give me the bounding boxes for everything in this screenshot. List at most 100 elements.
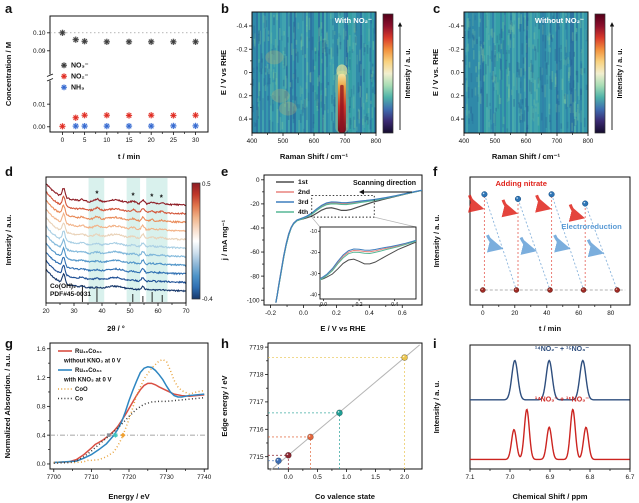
svg-text:0.4: 0.4 — [451, 116, 460, 123]
svg-text:6.9: 6.9 — [546, 474, 555, 481]
svg-text:7700: 7700 — [47, 474, 62, 481]
svg-text:-0.4: -0.4 — [236, 23, 247, 30]
svg-text:0: 0 — [256, 177, 260, 184]
svg-text:0.0: 0.0 — [299, 310, 308, 317]
svg-text:With NO₂⁻: With NO₂⁻ — [335, 16, 372, 25]
svg-text:0.2: 0.2 — [356, 302, 363, 308]
svg-text:0.4: 0.4 — [239, 116, 248, 123]
svg-text:1.0: 1.0 — [342, 474, 351, 481]
svg-text:7720: 7720 — [122, 474, 137, 481]
svg-text:*: * — [132, 191, 136, 200]
svg-text:1.6: 1.6 — [37, 346, 46, 353]
panel-g-plot: 7700 7710 7720 7730 7740 0.0 0.4 0.8 1.2 1.6 Ru₁₆C… — [3, 342, 212, 501]
svg-text:2θ / °: 2θ / ° — [107, 324, 125, 333]
svg-text:-100: -100 — [247, 297, 260, 304]
svg-text:80: 80 — [607, 310, 615, 317]
panel-letter-g: g — [5, 336, 13, 351]
panel-i: i 7.1 7.0 6.9 6.8 6.7 ¹⁴NO₂⁻ + ¹⁵NO₃⁻ ¹⁴NO₃⁻ +… — [428, 335, 639, 503]
svg-text:0.00: 0.00 — [33, 124, 46, 131]
svg-text:500: 500 — [490, 138, 501, 145]
svg-text:50: 50 — [126, 308, 134, 315]
svg-text:600: 600 — [521, 138, 532, 145]
svg-text:500: 500 — [278, 138, 289, 145]
svg-text:PDF#45-0031: PDF#45-0031 — [50, 291, 91, 298]
svg-text:CoO: CoO — [75, 387, 88, 393]
svg-text:0.4: 0.4 — [365, 310, 374, 317]
svg-text:Intensity / a. u.: Intensity / a. u. — [432, 215, 441, 268]
svg-text:-60: -60 — [250, 249, 260, 256]
svg-text:20: 20 — [42, 308, 50, 315]
svg-text:-0.2: -0.2 — [448, 46, 459, 53]
svg-text:15: 15 — [125, 137, 133, 144]
svg-text:-0.2: -0.2 — [265, 310, 276, 317]
panel-letter-e: e — [221, 164, 229, 179]
panel-e-plot: -0.2 0.0 0.2 0.4 0.60-20-40-60-80-1001st2nd3… — [220, 174, 423, 333]
svg-text:0.2: 0.2 — [332, 310, 341, 317]
svg-text:-0.2: -0.2 — [236, 46, 247, 53]
svg-text:0.4: 0.4 — [37, 432, 46, 439]
panel-h-plot: 0.0 0.5 1.0 1.5 2.0 7715 7716 7717 7718 7719 Co va… — [220, 342, 423, 501]
svg-text:25: 25 — [170, 137, 178, 144]
svg-text:1.2: 1.2 — [37, 375, 46, 382]
svg-text:Raman Shift / cm⁻¹: Raman Shift / cm⁻¹ — [280, 152, 349, 161]
svg-text:t / min: t / min — [539, 324, 562, 333]
panel-a: a 0 5 10 15 20 25 30 0.00 0.01 0.09 0.10 NO₃⁻ NO₂⁻ NH… — [0, 0, 216, 163]
svg-text:-40: -40 — [250, 225, 260, 232]
svg-text:2.0: 2.0 — [400, 474, 409, 481]
svg-text:7716: 7716 — [249, 426, 264, 433]
panel-h: h 0.0 0.5 1.0 1.5 2.0 7715 7716 7717 7718 7719 Co … — [216, 335, 428, 503]
svg-text:-0.4: -0.4 — [202, 296, 213, 303]
svg-text:-80: -80 — [250, 273, 260, 280]
panel-c-plot: 400 500 600 700 800 -0.4 -0.2 0.0 0.2 0.4 Without … — [431, 11, 624, 161]
svg-text:60: 60 — [575, 310, 583, 317]
svg-text:without KNO₃ at 0 V: without KNO₃ at 0 V — [63, 359, 121, 365]
svg-text:700: 700 — [340, 138, 351, 145]
svg-text:6.7: 6.7 — [626, 474, 635, 481]
svg-text:0.0: 0.0 — [451, 70, 460, 77]
panel-f-plot: 0 20 40 60 80 Adding nitrate Electroreduction t… — [432, 176, 631, 333]
svg-text:60: 60 — [154, 308, 162, 315]
svg-text:0.2: 0.2 — [451, 93, 460, 100]
svg-text:Scanning direction: Scanning direction — [353, 180, 416, 187]
svg-text:Co: Co — [75, 397, 83, 403]
svg-text:30: 30 — [70, 308, 78, 315]
svg-text:0.09: 0.09 — [33, 48, 46, 55]
svg-text:600: 600 — [309, 138, 320, 145]
svg-text:¹⁴NO₂⁻ + ¹⁵NO₃⁻: ¹⁴NO₂⁻ + ¹⁵NO₃⁻ — [535, 346, 589, 353]
svg-text:Electroreduction: Electroreduction — [561, 222, 622, 231]
svg-text:10: 10 — [103, 137, 111, 144]
panel-a-plot: 0 5 10 15 20 25 30 0.00 0.01 0.09 0.10 NO₃⁻ NO₂⁻ NH₃ t… — [4, 15, 209, 161]
svg-text:4th: 4th — [298, 209, 308, 216]
svg-text:-10: -10 — [310, 229, 317, 235]
svg-text:0.0: 0.0 — [37, 461, 46, 468]
svg-text:0.8: 0.8 — [37, 404, 46, 411]
svg-text:Intensity / a. u.: Intensity / a. u. — [403, 49, 412, 99]
svg-text:30: 30 — [192, 137, 200, 144]
svg-text:7.1: 7.1 — [466, 474, 475, 481]
svg-text:0: 0 — [244, 70, 248, 77]
panel-g: g 7700 7710 7720 7730 7740 0.0 0.4 0.8 1.2 1.6 Ru₁… — [0, 335, 216, 503]
svg-text:Adding nitrate: Adding nitrate — [495, 179, 546, 188]
svg-text:Intensity / a. u.: Intensity / a. u. — [432, 381, 441, 434]
svg-text:E / V vs RHE: E / V vs RHE — [219, 50, 228, 95]
svg-text:Without NO₂⁻: Without NO₂⁻ — [535, 16, 584, 25]
svg-text:2nd: 2nd — [298, 189, 310, 196]
panel-e: e -0.2 0.0 0.2 0.4 0.6 0 -20 -40 -60 -80 -100 1st 2n… — [216, 163, 428, 335]
svg-text:7740: 7740 — [197, 474, 212, 481]
svg-text:t / min: t / min — [118, 152, 141, 161]
panel-letter-f: f — [433, 164, 438, 179]
svg-text:Intensity / a.u.: Intensity / a.u. — [4, 215, 13, 266]
svg-text:Co(OH)₂: Co(OH)₂ — [50, 283, 76, 290]
svg-text:*: * — [150, 193, 154, 202]
panel-b: b 400 500 600 700 800 -0.4 -0.2 0 0.2 0.4 With NO₂… — [216, 0, 428, 163]
svg-text:7.0: 7.0 — [506, 474, 515, 481]
svg-text:Ru₁₆Co₈₄: Ru₁₆Co₈₄ — [75, 349, 102, 355]
svg-text:6.8: 6.8 — [586, 474, 595, 481]
svg-text:7715: 7715 — [249, 454, 264, 461]
svg-text:40: 40 — [98, 308, 106, 315]
panel-f: f 0 20 40 60 80 Adding nitrate Electroreductio… — [428, 163, 639, 335]
panel-letter-b: b — [221, 1, 229, 16]
svg-text:70: 70 — [182, 308, 190, 315]
